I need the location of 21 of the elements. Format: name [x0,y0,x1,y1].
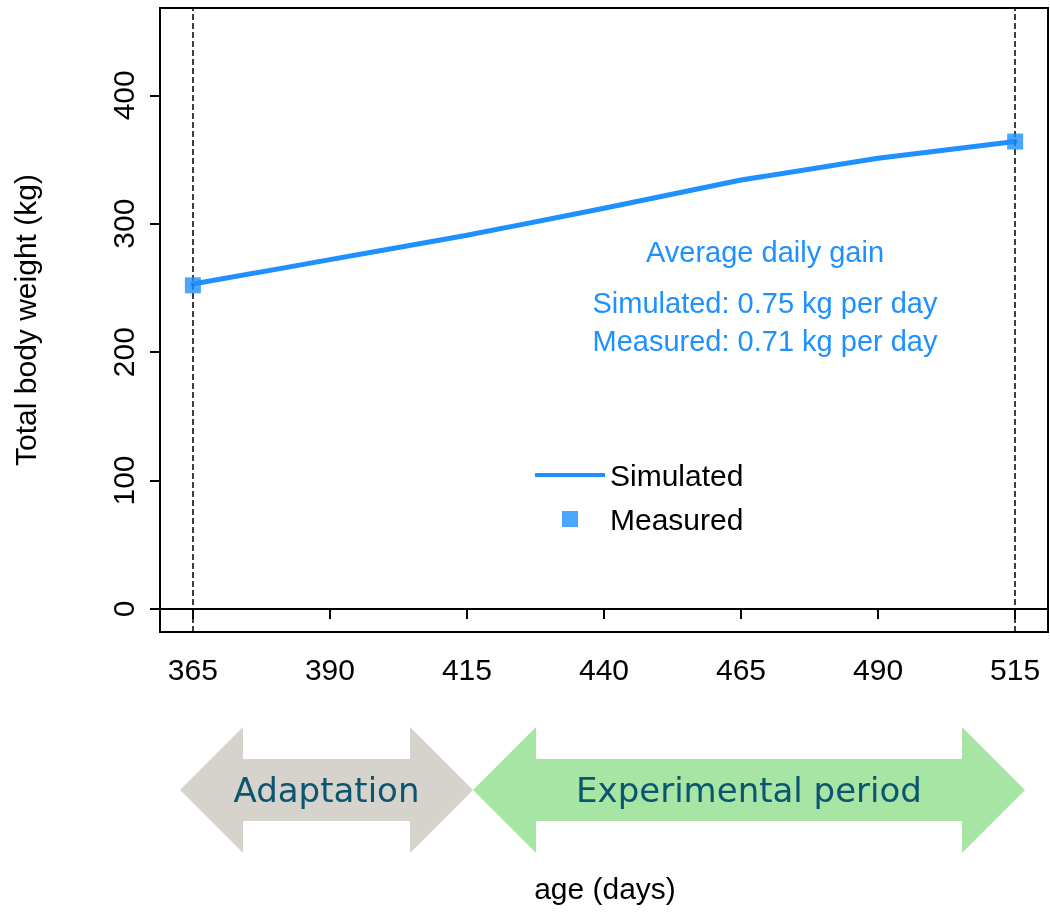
legend-label: Simulated [610,458,744,492]
x-tick-label: 390 [304,652,355,686]
x-tick-label: 490 [853,652,904,686]
y-axis-title: Total body weight (kg) [8,174,42,466]
annotation: Average daily gain [645,236,885,268]
x-tick-label: 465 [716,652,767,686]
x-tick-label: 515 [990,652,1041,686]
x-tick-label: 365 [167,652,218,686]
text: Adaptation [233,770,420,810]
y-tick-label: 400 [106,70,140,121]
y-tick-label: 200 [106,327,140,378]
legend-label: Measured [610,502,744,536]
y-tick-label: 0 [106,600,140,618]
y-tick-label: 100 [106,455,140,506]
text: age (days) [534,871,676,905]
x-tick-label: 440 [578,652,630,686]
annotation: Measured: 0.71 kg per day [592,325,938,357]
x-tick-label: 415 [441,652,492,686]
text: Experimental period [576,770,922,810]
annotation: Simulated: 0.75 kg per day [592,287,938,319]
y-tick-label: 300 [106,198,140,249]
